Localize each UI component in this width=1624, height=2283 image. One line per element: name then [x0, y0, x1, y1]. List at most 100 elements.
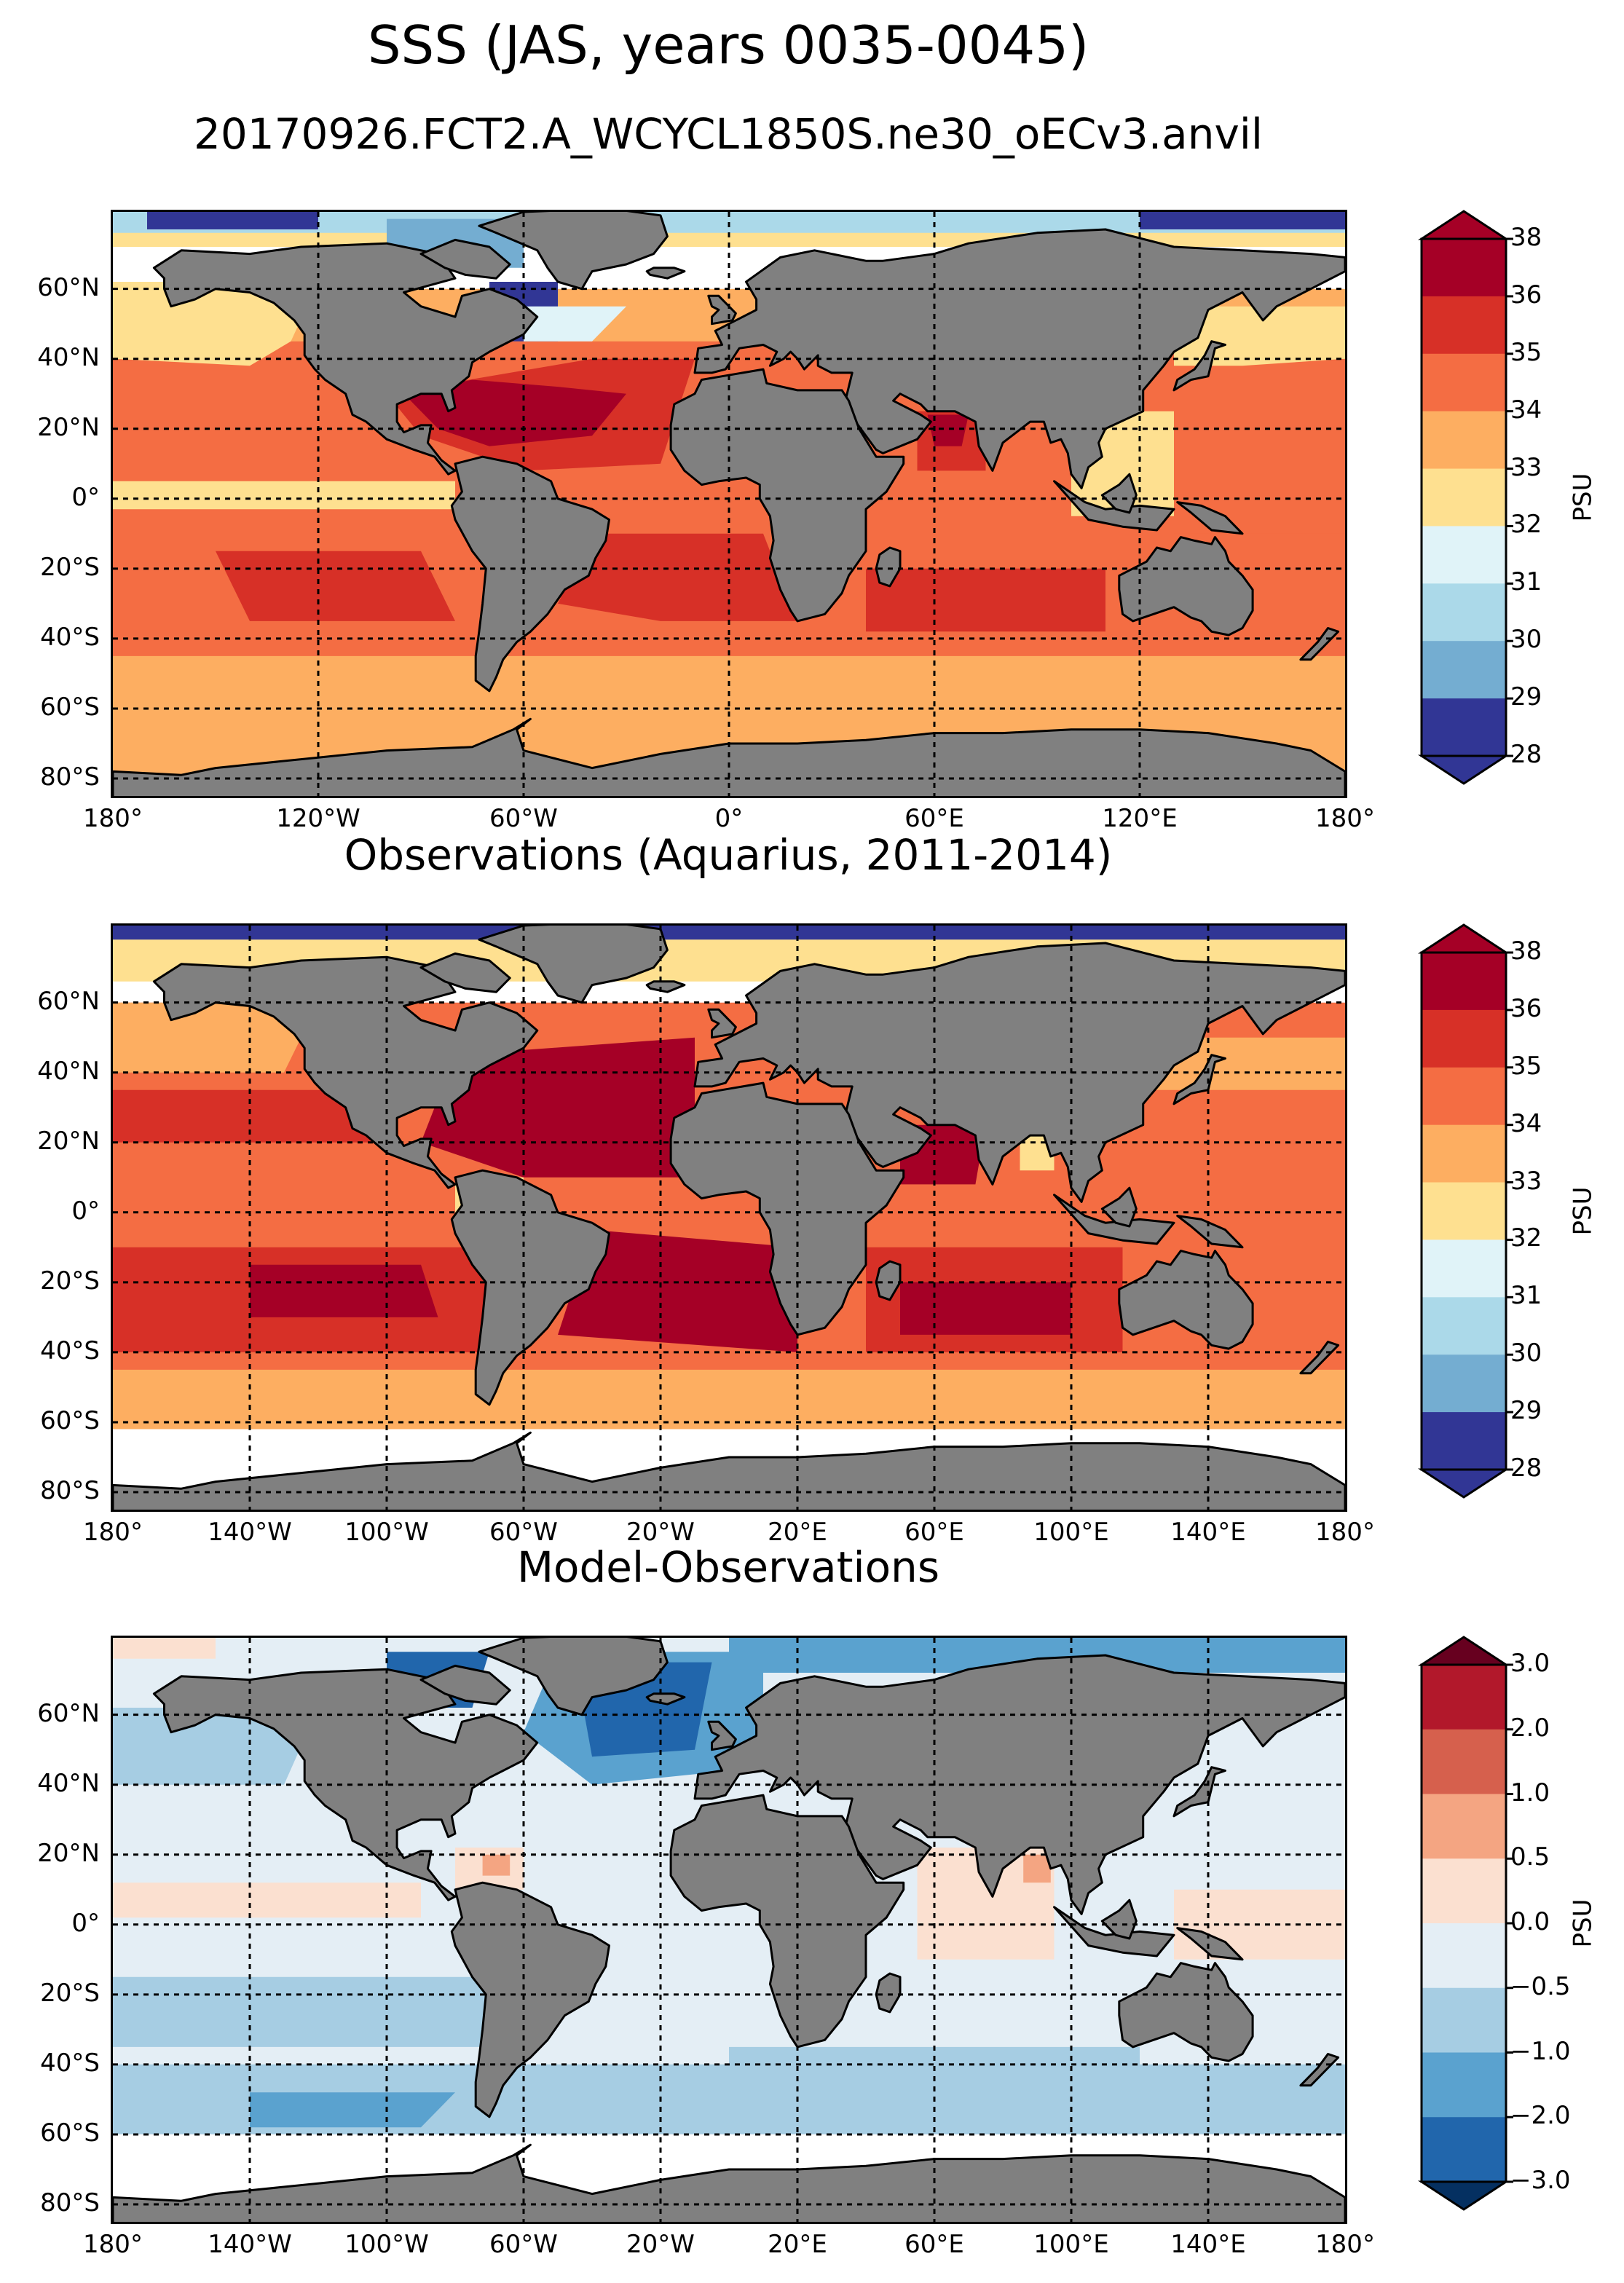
- colorbar-tick-label: 34: [1510, 395, 1542, 425]
- field-region: [403, 379, 626, 446]
- lat-tick-label: 20°S: [40, 1978, 100, 2008]
- colorbar-segment: [1422, 296, 1506, 355]
- land-borneo: [1100, 1898, 1138, 1940]
- lat-tick-label: 60°N: [37, 986, 100, 1016]
- lat-tick-label: 20°S: [40, 552, 100, 582]
- lon-tick-label: 180°: [1315, 2230, 1375, 2259]
- land-japan: [1172, 1766, 1226, 1818]
- lat-tick-label: 20°N: [37, 1126, 100, 1156]
- field-region: [917, 1848, 1055, 1960]
- colorbar-segment: [1422, 411, 1506, 470]
- colorbar-segment: [1422, 353, 1506, 412]
- lon-tick-label: 60°W: [489, 2230, 558, 2259]
- land-australia: [1118, 536, 1254, 636]
- lat-tick-label: 80°S: [40, 762, 100, 792]
- colorbar-segment: [1422, 468, 1506, 527]
- land-uk: [707, 1008, 737, 1039]
- lon-tick-label: 20°E: [768, 1518, 827, 1547]
- colorbar-segment: [1422, 1297, 1506, 1355]
- field-region: [113, 1002, 318, 1073]
- colorbar-segment: [1422, 1923, 1506, 1989]
- field-region: [250, 2092, 455, 2128]
- colorbar-tick-label: 33: [1510, 1166, 1542, 1196]
- colorbar-tick-label: 29: [1510, 682, 1542, 712]
- colorbar-segment: [1422, 1355, 1506, 1413]
- lon-tick-label: 180°: [1315, 804, 1375, 833]
- lon-tick-label: 100°E: [1033, 2230, 1109, 2259]
- land-new-zealand: [1299, 2053, 1340, 2087]
- lat-tick-label: 40°S: [40, 622, 100, 652]
- colorbar-segment: [1422, 1182, 1506, 1240]
- colorbar: 38 36 35 34 33 32 31 30 29 28: [1417, 210, 1542, 785]
- colorbar-segment: [1422, 698, 1506, 757]
- lon-tick-label: 120°E: [1102, 804, 1178, 833]
- lat-tick-label: 60°S: [40, 2118, 100, 2148]
- field-region: [927, 414, 969, 446]
- lon-tick-label: 60°E: [904, 1518, 964, 1547]
- map-plot: [111, 210, 1347, 798]
- land-antarctica: [113, 2143, 1345, 2222]
- map-plot: [111, 1636, 1347, 2224]
- land-iceland: [645, 980, 686, 993]
- colorbar-tick-label: 0.0: [1510, 1907, 1550, 1936]
- land-antarctica: [113, 717, 1345, 796]
- lon-tick-label: 60°W: [489, 1518, 558, 1547]
- land-indonesia: [1053, 1906, 1175, 1957]
- lon-tick-label: 60°E: [904, 2230, 964, 2259]
- land-indonesia: [1053, 1194, 1175, 1245]
- lat-tick-label: 20°S: [40, 1266, 100, 1296]
- field-region: [113, 926, 1345, 940]
- field-region: [113, 1976, 524, 2047]
- land-baffin: [419, 1664, 511, 1706]
- lon-tick-label: 180°: [83, 1518, 143, 1547]
- lon-tick-label: 20°E: [768, 2230, 827, 2259]
- lat-tick-label: 20°N: [37, 1838, 100, 1868]
- land-japan: [1172, 1054, 1226, 1105]
- colorbar-tick-label: 34: [1510, 1108, 1542, 1138]
- field-region: [558, 1229, 797, 1352]
- field-region: [558, 533, 797, 621]
- colorbar-tick-label: 38: [1510, 937, 1542, 966]
- lon-tick-label: 140°E: [1170, 1518, 1246, 1547]
- land-australia: [1118, 1250, 1254, 1350]
- colorbar-segment: [1422, 2052, 1506, 2118]
- colorbar-tick-label: 2.0: [1510, 1713, 1550, 1743]
- lon-tick-label: 180°: [83, 804, 143, 833]
- field-region: [729, 1638, 1345, 1673]
- lat-tick-label: 40°N: [37, 342, 100, 372]
- lon-tick-label: 140°E: [1170, 2230, 1246, 2259]
- colorbar-tick-label: −2.0: [1510, 2101, 1571, 2131]
- colorbar-tick-label: 0.5: [1510, 1842, 1550, 1872]
- colorbar-label: PSU: [1568, 1186, 1598, 1236]
- colorbar-segment: [1422, 1412, 1506, 1470]
- colorbar-segment: [1422, 1124, 1506, 1183]
- land-greenland: [478, 926, 669, 1004]
- field-region: [1023, 1854, 1051, 1883]
- colorbar-under-triangle: [1417, 2180, 1510, 2211]
- field-region: [482, 1854, 511, 1876]
- colorbar-tick-label: 32: [1510, 1223, 1542, 1253]
- field-region: [250, 1264, 438, 1317]
- lon-tick-label: 100°W: [344, 2230, 429, 2259]
- field-region: [216, 551, 455, 621]
- field-region: [113, 1708, 318, 1785]
- land-australia: [1118, 1962, 1254, 2062]
- lat-tick-label: 20°N: [37, 412, 100, 442]
- land-borneo: [1100, 1186, 1138, 1228]
- land-africa: [669, 368, 905, 623]
- colorbar-tick-label: 1.0: [1510, 1778, 1550, 1807]
- lon-tick-label: 20°W: [626, 2230, 695, 2259]
- salinity-field: [113, 1638, 1345, 2222]
- colorbar-tick-label: 31: [1510, 1281, 1542, 1311]
- land-madagascar: [875, 1260, 902, 1301]
- colorbar-tick-label: 35: [1510, 337, 1542, 367]
- lat-tick-label: 40°N: [37, 1056, 100, 1086]
- colorbar-under-triangle: [1417, 1468, 1510, 1499]
- land-africa: [669, 1794, 905, 2049]
- field-region: [113, 1369, 1345, 1430]
- colorbar-tick-label: −1.0: [1510, 2036, 1571, 2066]
- land-baffin: [419, 238, 511, 280]
- salinity-field: [113, 212, 1345, 796]
- colorbar-segment: [1422, 641, 1506, 699]
- colorbar-label: PSU: [1568, 473, 1598, 522]
